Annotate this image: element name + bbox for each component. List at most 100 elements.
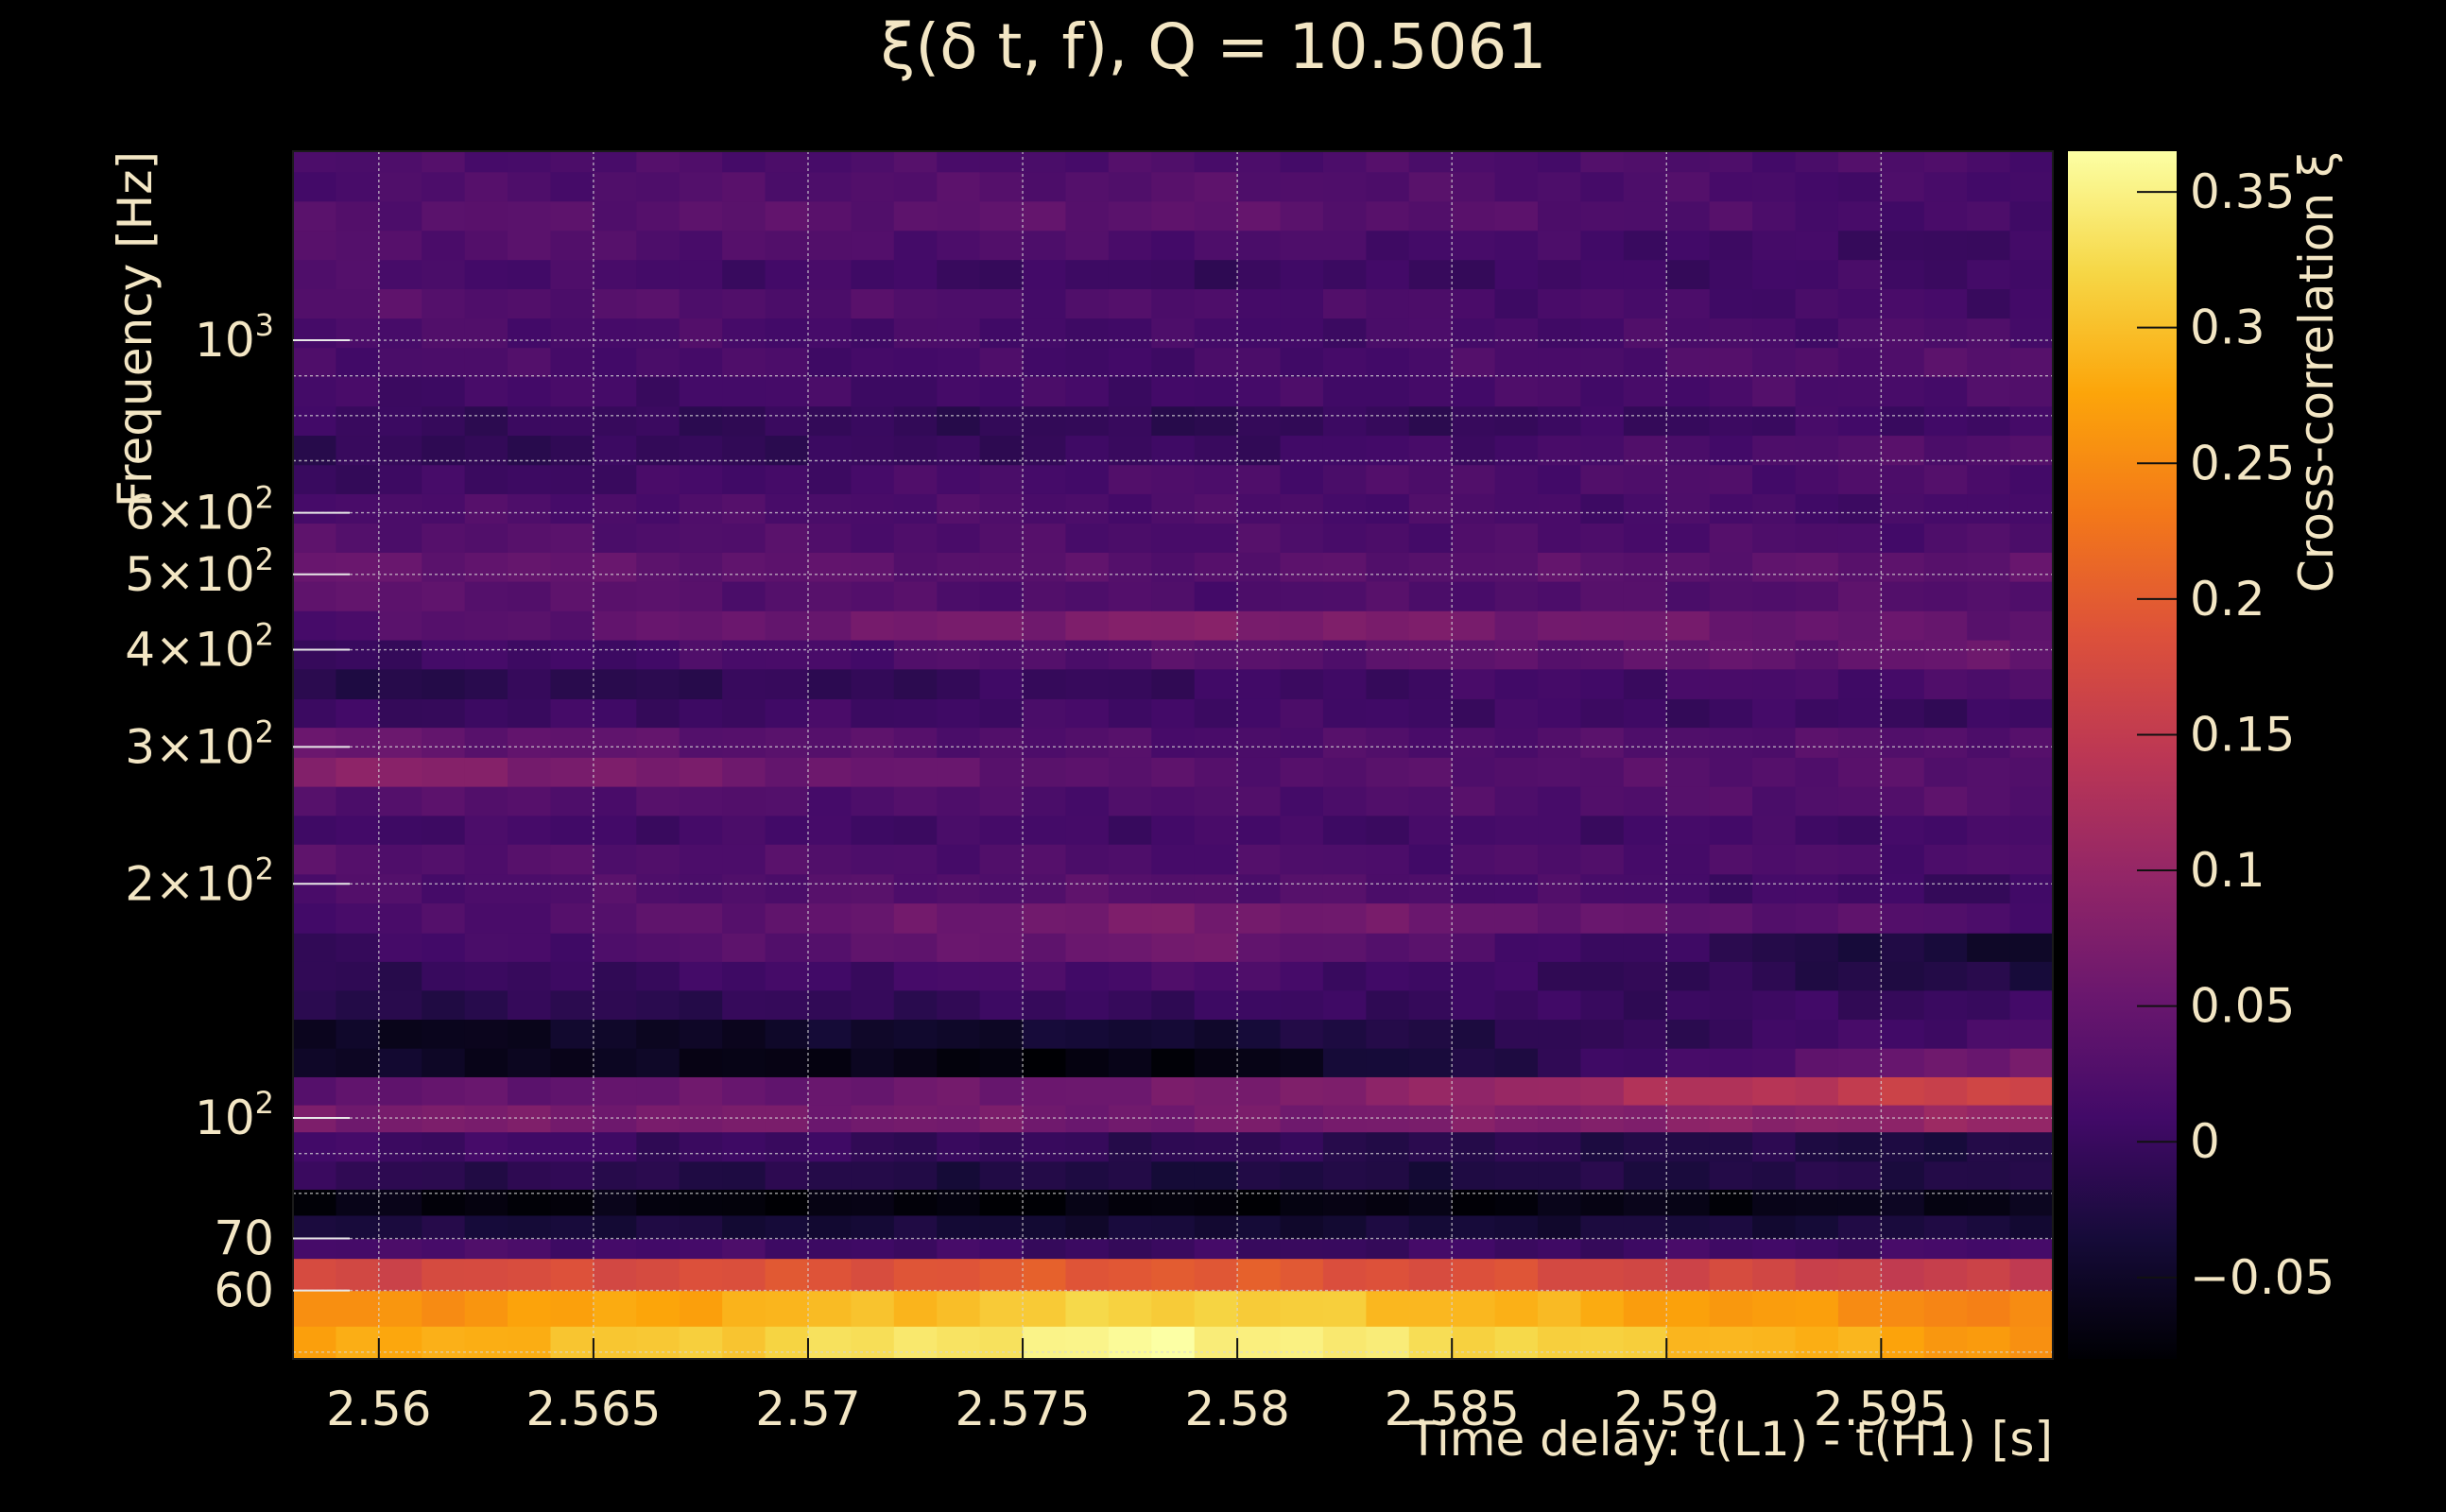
heatmap-cell [1237,259,1282,290]
heatmap-cell [2009,933,2054,962]
heatmap-cell [636,727,680,758]
heatmap-cell [1666,376,1711,407]
heatmap-cell [336,1160,380,1190]
heatmap-cell [422,1076,466,1106]
heatmap-cell [2009,405,2054,437]
heatmap-cell [807,171,852,202]
heatmap-cell [1280,1048,1324,1077]
heatmap-cell [1366,318,1410,349]
heatmap-cell [979,580,1024,611]
heatmap-cell [1408,1160,1453,1190]
heatmap-cell [1408,405,1453,437]
heatmap-cell [1452,552,1496,582]
heatmap-cell [679,1290,723,1327]
heatmap-cell [1795,200,1839,232]
heatmap-cell [1837,171,1882,202]
heatmap-cell [1623,318,1667,349]
heatmap-cell [378,668,422,699]
heatmap-cell [1452,1076,1496,1106]
heatmap-cell [1580,200,1625,232]
heatmap-cell [1623,698,1667,729]
heatmap-cell [1881,464,1925,494]
heatmap-cell [765,668,809,699]
heatmap-cell [1580,376,1625,407]
heatmap-cell [1023,1258,1067,1292]
heatmap-cell [1967,151,2011,173]
heatmap-cell [1452,288,1496,319]
grid-lines [293,151,2053,1359]
heatmap-cell [679,1076,723,1106]
heatmap-cell [1967,288,2011,319]
heatmap-cell [636,989,680,1021]
heatmap-cell [378,989,422,1021]
heatmap-cell [765,902,809,934]
heatmap-cell [422,1238,466,1260]
heatmap-cell [1795,1326,1839,1360]
heatmap-cell [1452,405,1496,437]
heatmap-cell [679,639,723,670]
heatmap-cell [1580,347,1625,378]
heatmap-cell [464,151,508,173]
heatmap-cell [1494,639,1539,670]
heatmap-cell [1666,1214,1711,1240]
heatmap-cell [1795,347,1839,378]
heatmap-cell [1967,873,2011,904]
heatmap-cell [765,1290,809,1327]
heatmap-cell [807,815,852,845]
heatmap-cell [1408,815,1453,845]
heatmap-cell [1623,151,1667,173]
heatmap-cell [1322,902,1367,934]
heatmap-cell [636,873,680,904]
heatmap-cell [550,873,594,904]
heatmap-cell [1538,933,1582,962]
heatmap-cell [851,815,895,845]
heatmap-cell [1666,1076,1711,1106]
heatmap-cell [1452,902,1496,934]
heatmap-cell [1881,552,1925,582]
heatmap-cell [336,844,380,875]
heatmap-cell [1709,873,1753,904]
heatmap-cell [636,1258,680,1292]
heatmap-cell [1494,844,1539,875]
heatmap-cell [636,1290,680,1327]
heatmap-cell [979,1238,1024,1260]
heatmap-cell [1151,698,1196,729]
heatmap-cell [336,815,380,845]
heatmap-cell [464,1131,508,1162]
heatmap-cell [893,727,938,758]
heatmap-cell [1366,405,1410,437]
heatmap-cell [851,668,895,699]
heatmap-cell [1452,639,1496,670]
heatmap-cell [722,1048,767,1077]
heatmap-cell [1623,873,1667,904]
heatmap-cell [1538,1048,1582,1077]
heatmap-cell [1151,1326,1196,1360]
heatmap-cell [378,464,422,494]
heatmap-cell [593,961,637,991]
heatmap-cell [1752,151,1797,173]
heatmap-cell [1666,1290,1711,1327]
heatmap-cell [378,1238,422,1260]
heatmap-cell [679,933,723,962]
colorbar-tick-label: 0.05 [2190,979,2295,1034]
heatmap-cell [893,580,938,611]
heatmap-cell [550,171,594,202]
heatmap-cell [1752,610,1797,641]
heatmap-cell [1538,757,1582,787]
heatmap-cell [1194,1019,1238,1049]
heatmap-cell [508,902,552,934]
heatmap-cell [1108,151,1152,173]
heatmap-cell [508,1019,552,1049]
heatmap-cell [1023,1238,1067,1260]
heatmap-cell [508,815,552,845]
heatmap-cell [293,1048,337,1077]
heatmap-cell [1538,610,1582,641]
heatmap-cell [722,1019,767,1049]
heatmap-cell [464,1238,508,1260]
heatmap-cell [2009,1258,2054,1292]
heatmap-cell [1108,493,1152,524]
heatmap-cell [1237,1048,1282,1077]
heatmap-cell [1151,902,1196,934]
heatmap-cell [464,902,508,934]
heatmap-cell [893,523,938,553]
